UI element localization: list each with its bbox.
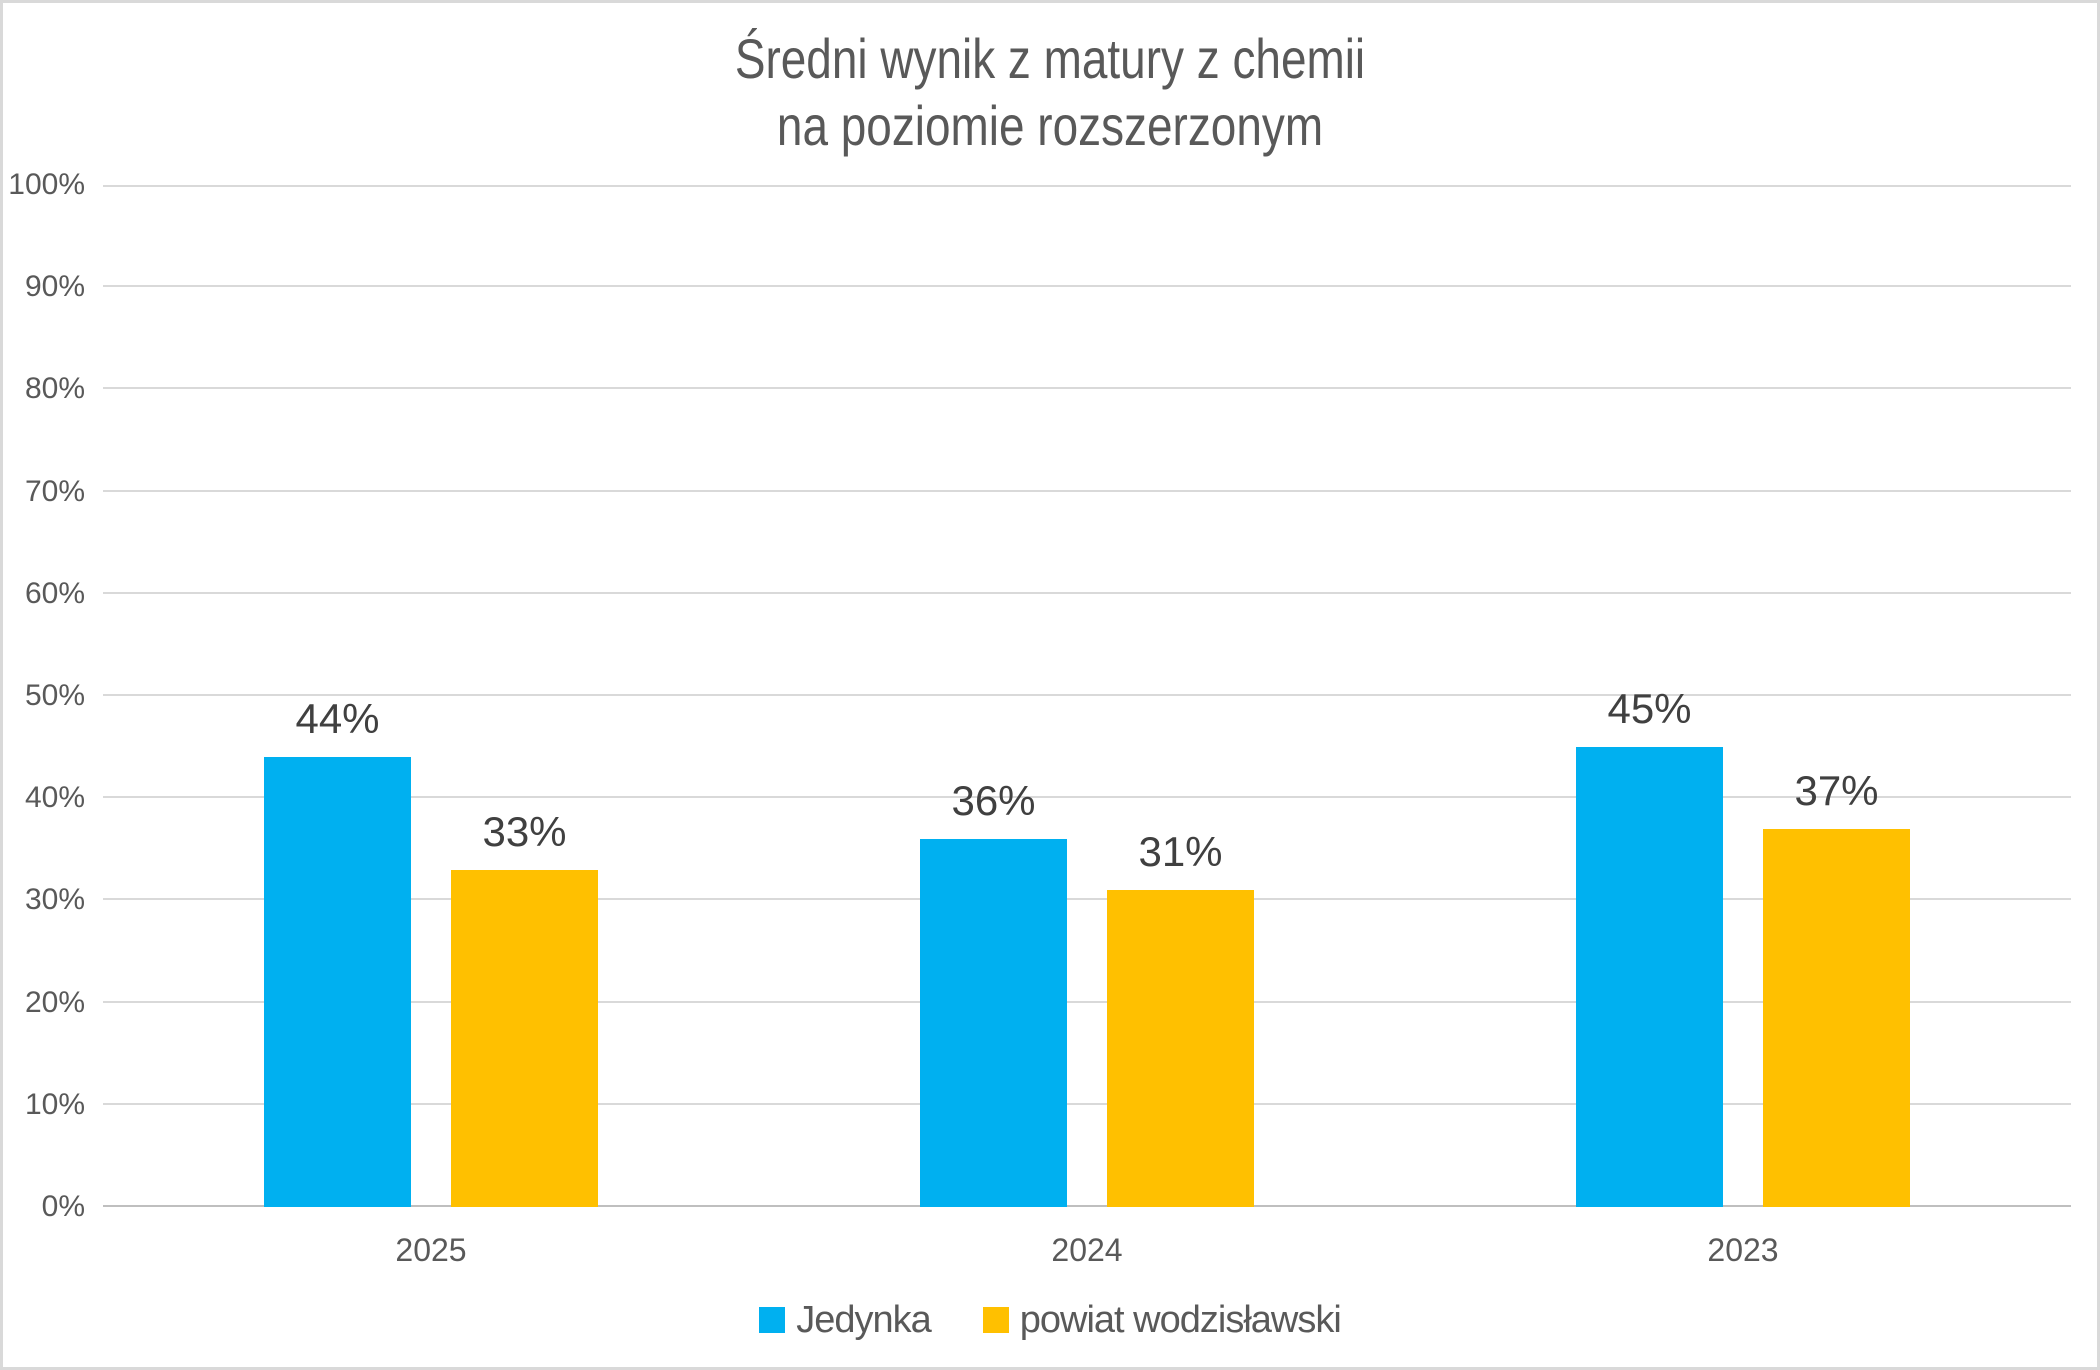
y-tick-label: 30% xyxy=(24,883,85,917)
legend: Jedynka powiat wodzisławski xyxy=(3,1299,2097,1341)
x-tick-label: 2023 xyxy=(1707,1232,1779,1268)
plot-area xyxy=(103,185,2071,1207)
x-tick-label: 2025 xyxy=(395,1232,467,1268)
bar-powiat-wodzisławski-2024 xyxy=(1107,890,1254,1207)
legend-swatch-icon xyxy=(982,1307,1009,1333)
legend-label: powiat wodzisławski xyxy=(1019,1299,1342,1341)
gridline xyxy=(103,898,2071,901)
data-label: 33% xyxy=(482,807,567,855)
gridline xyxy=(103,489,2071,492)
legend-label: Jedynka xyxy=(796,1299,932,1341)
legend-swatch-icon xyxy=(759,1307,786,1333)
gridline xyxy=(103,1000,2071,1003)
bar-jedynka-2023 xyxy=(1576,747,1723,1207)
y-tick-label: 10% xyxy=(24,1087,85,1121)
y-tick-label: 40% xyxy=(24,781,85,815)
bar-jedynka-2024 xyxy=(920,839,1067,1207)
data-label: 31% xyxy=(1138,828,1223,876)
y-tick-label: 0% xyxy=(41,1190,85,1223)
data-label: 45% xyxy=(1607,685,1692,733)
y-tick-label: 60% xyxy=(24,576,85,610)
bar-powiat-wodzisławski-2025 xyxy=(451,869,598,1207)
gridline xyxy=(103,387,2071,390)
x-axis-line xyxy=(103,1205,2071,1207)
gridline xyxy=(103,1102,2071,1105)
data-label: 36% xyxy=(951,777,1036,825)
data-label: 44% xyxy=(295,695,380,743)
legend-item-jedynka: Jedynka xyxy=(759,1299,932,1341)
x-tick-label: 2024 xyxy=(1051,1232,1123,1268)
chart-title-line-2: na poziomie rozszerzonym xyxy=(776,94,1324,157)
gridline xyxy=(103,591,2071,594)
bar-powiat-wodzisławski-2023 xyxy=(1763,828,1910,1207)
gridline xyxy=(103,694,2071,696)
gridline xyxy=(103,285,2071,288)
chart-title: Średni wynik z matury z chemii na poziom… xyxy=(3,25,2097,159)
y-tick-label: 50% xyxy=(24,679,85,712)
data-label: 37% xyxy=(1794,766,1879,814)
y-tick-label: 20% xyxy=(24,985,85,1019)
chart-title-line-1: Średni wynik z matury z chemii xyxy=(734,27,1366,90)
y-tick-label: 100% xyxy=(8,168,85,201)
y-tick-label: 90% xyxy=(24,270,85,304)
y-tick-label: 80% xyxy=(24,372,85,406)
y-tick-label: 70% xyxy=(24,474,85,508)
legend-item-powiat-wodzisławski: powiat wodzisławski xyxy=(982,1299,1342,1341)
bar-jedynka-2025 xyxy=(264,757,411,1207)
gridline xyxy=(103,796,2071,799)
gridline xyxy=(103,185,2071,187)
